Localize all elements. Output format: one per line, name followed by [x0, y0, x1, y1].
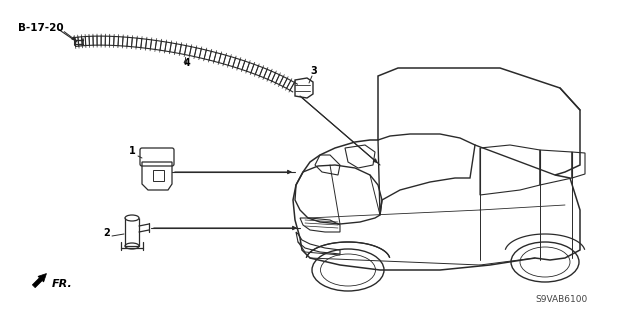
Text: 4: 4: [184, 58, 191, 68]
Text: 3: 3: [310, 66, 317, 76]
Text: 2: 2: [103, 228, 110, 238]
Text: B-17-20: B-17-20: [18, 23, 63, 33]
Polygon shape: [33, 273, 47, 288]
Text: 1: 1: [129, 146, 136, 156]
Text: FR.: FR.: [52, 279, 73, 289]
Text: S9VAB6100: S9VAB6100: [535, 295, 588, 305]
